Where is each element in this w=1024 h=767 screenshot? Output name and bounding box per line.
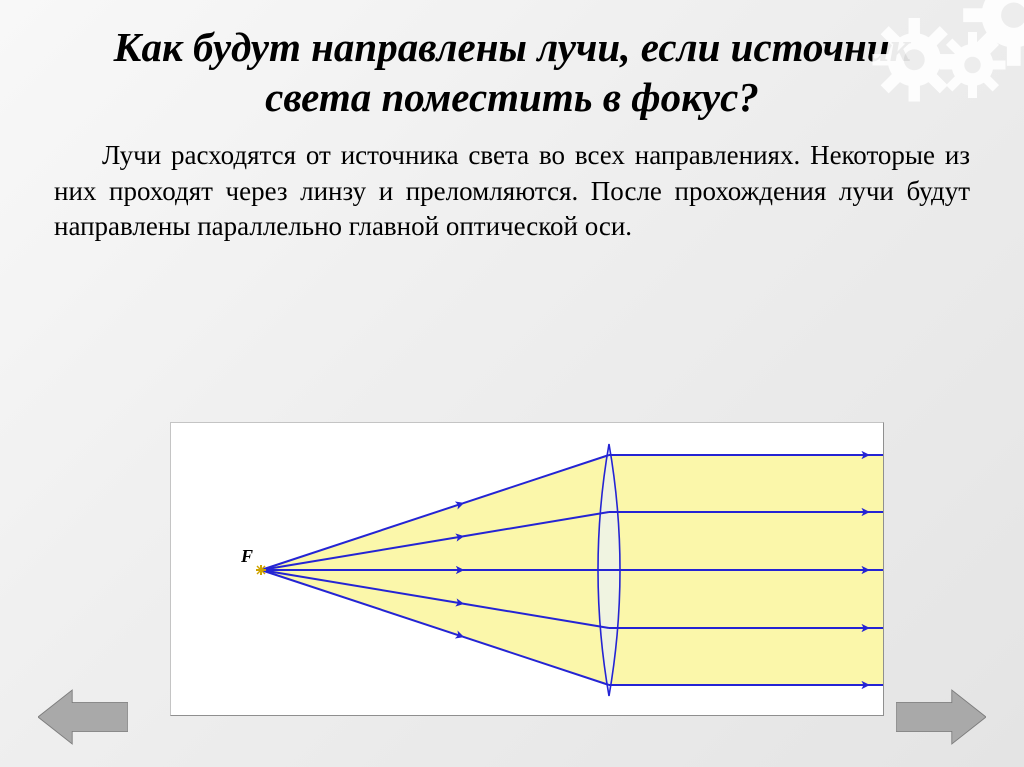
slide-container: Как будут направлены лучи, если источник… <box>0 0 1024 767</box>
lens-ray-svg: F <box>170 422 884 716</box>
gear-deco-top <box>824 0 1024 160</box>
prev-slide-button[interactable] <box>38 687 128 747</box>
lens-ray-diagram: F <box>170 422 884 716</box>
svg-text:F: F <box>240 546 253 566</box>
next-slide-button[interactable] <box>896 687 986 747</box>
